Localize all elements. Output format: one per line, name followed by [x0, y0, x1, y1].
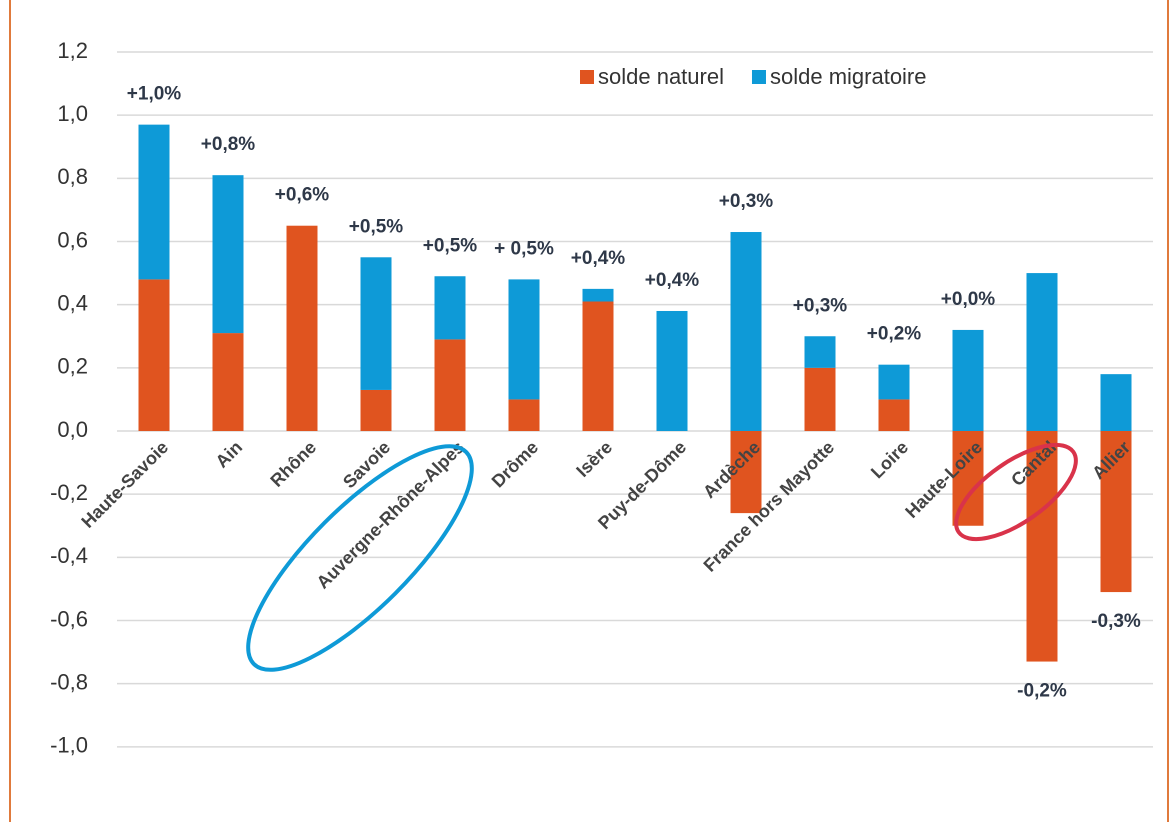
x-tick-label: Haute-Savoie — [77, 437, 172, 532]
annotation: +0,2% — [867, 324, 922, 345]
y-tick-label: -0,2 — [50, 480, 88, 505]
bar-segment — [360, 389, 392, 431]
bar-segment — [138, 124, 170, 280]
annotation: + 0,5% — [494, 238, 554, 259]
annotation: +0,8% — [201, 134, 256, 155]
bar-segment — [804, 336, 836, 368]
bar-segment — [730, 232, 762, 431]
chart-frame — [9, 0, 1169, 822]
x-tick-label: Ain — [212, 437, 247, 472]
y-tick-label: 1,2 — [57, 38, 88, 63]
x-tick-label: Isère — [572, 437, 616, 481]
y-tick-label: -0,4 — [50, 543, 88, 568]
legend-swatch — [751, 70, 766, 84]
y-tick-label: 0,4 — [57, 290, 88, 315]
annotation: +1,0% — [127, 84, 182, 105]
legend-label: solde naturel — [598, 64, 724, 89]
bar-segment — [434, 339, 466, 431]
annotation: -0,3% — [1091, 611, 1141, 632]
y-tick-label: -1,0 — [50, 733, 88, 758]
bars — [138, 124, 1132, 662]
y-tick-label: -0,6 — [50, 606, 88, 631]
bar-segment — [1100, 374, 1132, 431]
y-tick-label: 1,0 — [57, 101, 88, 126]
annotation: +0,5% — [423, 235, 478, 256]
annotation: +0,4% — [645, 270, 700, 291]
annotation: +0,3% — [719, 191, 774, 212]
annotation: +0,3% — [793, 295, 848, 316]
y-tick-label: 0,8 — [57, 164, 88, 189]
annotation: +0,6% — [275, 185, 330, 206]
x-tick-label: France hors Mayotte — [700, 437, 839, 576]
bar-segment — [508, 399, 540, 431]
highlight-ellipse — [246, 444, 474, 672]
bar-segment — [656, 310, 688, 431]
bar-segment — [1100, 431, 1132, 593]
bar-segment — [804, 367, 836, 431]
annotation: -0,2% — [1017, 681, 1067, 702]
bar-segment — [878, 364, 910, 400]
annotation: +0,5% — [349, 216, 404, 237]
y-tick-label: 0,2 — [57, 354, 88, 379]
legend: solde naturel solde migratoire — [580, 64, 927, 89]
y-tick-label: 0,6 — [57, 227, 88, 252]
bar-segment — [1026, 431, 1058, 662]
bar-segment — [508, 279, 540, 400]
y-tick-label: 0,0 — [57, 417, 88, 442]
bar-segment — [582, 301, 614, 431]
bar-segment — [582, 288, 614, 302]
bar-segment — [212, 175, 244, 334]
x-tick-label: Loire — [867, 437, 912, 482]
annotation: +0,4% — [571, 248, 626, 269]
bar-segment — [286, 225, 318, 431]
bar-segment — [952, 329, 984, 431]
bar-segment — [730, 431, 762, 514]
bar-segment — [878, 399, 910, 431]
bar-segment — [360, 257, 392, 390]
legend-label: solde migratoire — [770, 64, 927, 89]
annotation: +0,0% — [941, 289, 996, 310]
highlight-ellipse — [954, 442, 1078, 542]
bar-segment — [1026, 273, 1058, 431]
x-tick-label: Drôme — [488, 437, 542, 491]
legend-swatch — [580, 70, 594, 84]
x-tick-label: Rhône — [266, 437, 320, 491]
y-tick-label: -0,8 — [50, 669, 88, 694]
bar-segment — [212, 333, 244, 431]
bar-segment — [434, 276, 466, 340]
grid — [117, 51, 1153, 748]
x-tick-label: Auvergne-Rhône-Alpes — [313, 437, 469, 593]
bar-segment — [138, 279, 170, 431]
